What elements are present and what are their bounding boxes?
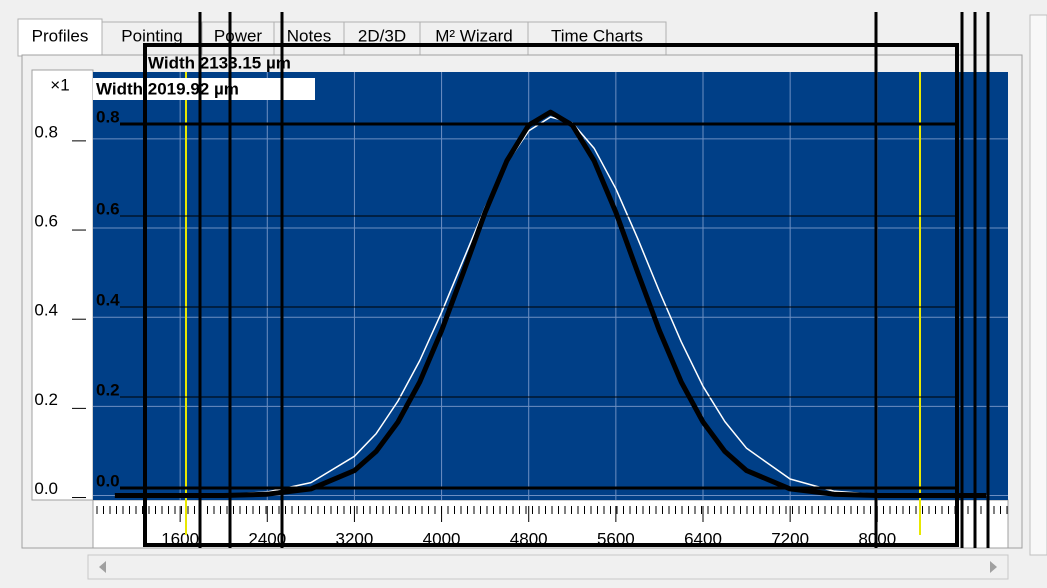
tab-label[interactable]: 2D/3D <box>358 26 406 45</box>
x-axis-panel <box>92 499 1009 549</box>
h-scrollbar[interactable] <box>87 554 1009 580</box>
profile-curve <box>114 109 987 498</box>
overlay-y-label: 0.4 <box>96 290 120 309</box>
tab-label[interactable]: Time Charts <box>551 26 643 45</box>
tab-label[interactable]: M² Wizard <box>435 26 512 45</box>
side-panel <box>1029 14 1047 556</box>
overlay-width-label: Width 2133.15 µm <box>148 53 291 72</box>
overlay-y-label: 0.6 <box>96 199 120 218</box>
y-tick-label: 0.4 <box>34 301 58 320</box>
tab-label[interactable]: Notes <box>287 26 331 45</box>
tab[interactable] <box>527 21 667 56</box>
tab-label[interactable]: Power <box>214 26 263 45</box>
y-tick-label: 0.2 <box>34 390 58 409</box>
width-label: Width 2019.92 µm <box>96 79 239 98</box>
scroll-right[interactable] <box>990 561 997 573</box>
overlay-frame <box>143 43 959 547</box>
overlay-y-label: 0.0 <box>96 471 120 490</box>
scroll-left[interactable] <box>99 561 106 573</box>
tab[interactable] <box>101 21 203 56</box>
width-label-bg <box>93 78 315 100</box>
y-tick-label: 0.8 <box>34 122 58 141</box>
tab-label[interactable]: Profiles <box>32 26 89 45</box>
y-tick-label: 0.6 <box>34 212 58 231</box>
overlay-y-label: 0.2 <box>96 380 120 399</box>
profile-curve <box>114 116 987 497</box>
y-tick-label: 0.0 <box>34 479 58 498</box>
scale-label: ×1 <box>50 75 69 94</box>
plot-background <box>93 72 1008 500</box>
tab[interactable] <box>201 21 275 56</box>
tab-strip: Profiles Pointing Power Notes 2D/3D M² Wizard… <box>17 18 667 57</box>
tab-label[interactable]: Pointing <box>121 26 182 45</box>
y-axis-panel <box>31 69 94 501</box>
tab[interactable] <box>17 18 103 57</box>
overlay-y-label: 0.8 <box>96 107 120 126</box>
